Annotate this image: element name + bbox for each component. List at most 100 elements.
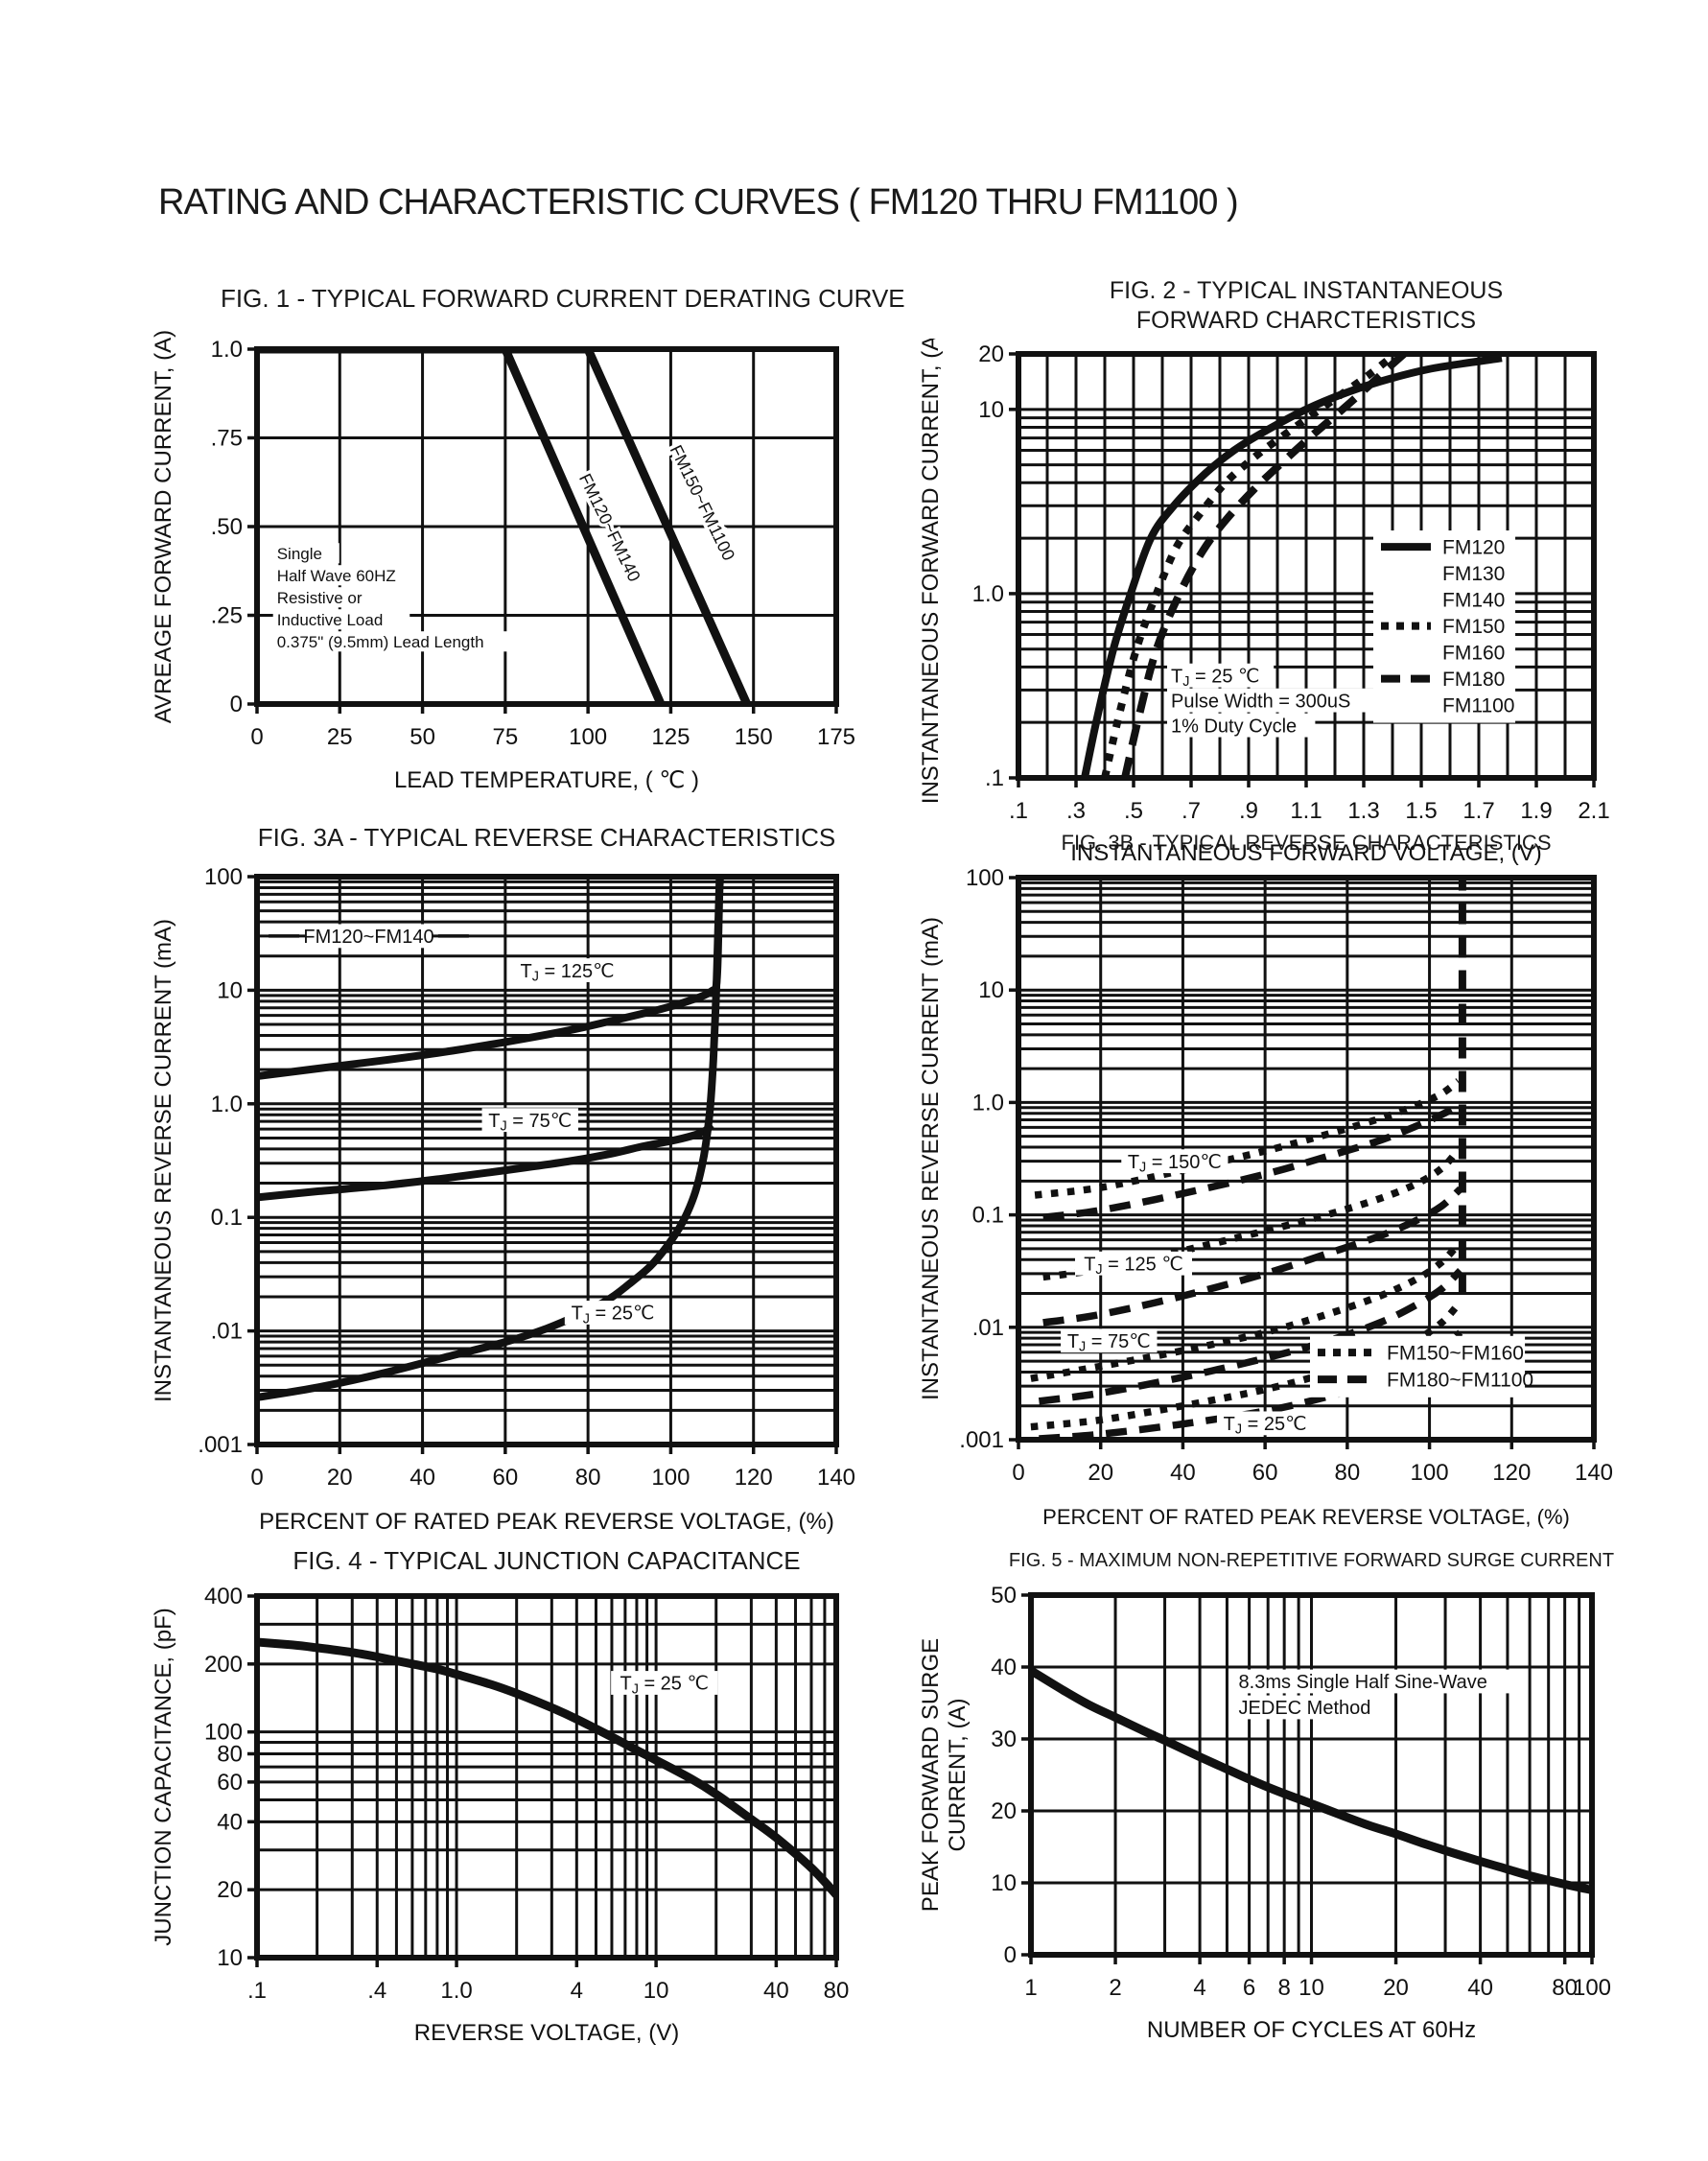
- svg-text:100: 100: [1573, 1975, 1611, 2001]
- svg-text:4: 4: [571, 1978, 583, 2004]
- figure-fig4: FIG. 4 - TYPICAL JUNCTION CAPACITANCE TJ…: [144, 1546, 873, 2055]
- svg-text:140: 140: [1575, 1460, 1613, 1486]
- svg-text:1.5: 1.5: [1405, 798, 1437, 824]
- fig1-y-axis-label: AVREAGE FORWARD CURRENT, (A): [151, 330, 176, 723]
- figure-fig5: FIG. 5 - MAXIMUM NON-REPETITIVE FORWARD …: [911, 1549, 1621, 2053]
- svg-text:50: 50: [991, 1583, 1017, 1609]
- fig1-tick-labels: 0 25 50 75 100 125 150 175 0 .25 .50 .75 1.0: [211, 337, 855, 750]
- fig5-series: [1031, 1667, 1592, 1895]
- fig5-y-axis-label: PEAK FORWARD SURGE: [918, 1638, 944, 1912]
- svg-text:TJ = 75℃: TJ = 75℃: [488, 1111, 572, 1135]
- svg-text:80: 80: [1335, 1460, 1361, 1486]
- fig3b-curve-150C-dotted: [1034, 1077, 1461, 1199]
- fig3a-annotation: FM120~FM140: [269, 924, 469, 949]
- fig1-grid: [247, 346, 838, 714]
- fig4-curve-junction-capacitance: [257, 1637, 836, 1898]
- legend-label: FM180~FM1100: [1387, 1370, 1533, 1392]
- fig3a-curve-TJ-25C: [257, 879, 724, 1401]
- svg-text:20: 20: [217, 1877, 243, 1903]
- legend-label: FM160: [1442, 643, 1505, 665]
- svg-text:.001: .001: [959, 1427, 1004, 1453]
- fig2-title: FIG. 2 - TYPICAL INSTANTANEOUS FORWARD CH…: [1109, 277, 1504, 334]
- fig3a-title: FIG. 3A - TYPICAL REVERSE CHARACTERISTIC…: [257, 823, 836, 852]
- svg-text:1.0: 1.0: [211, 1092, 243, 1117]
- svg-text:20: 20: [1383, 1975, 1409, 2001]
- fig3a-tick-labels: 0 20 40 60 80 100 120 140 100 10 1.0 0.1 .01 .001: [198, 864, 855, 1491]
- fig3a-annotation: TJ = 75℃: [481, 1108, 578, 1135]
- svg-text:100: 100: [651, 1465, 690, 1491]
- svg-text:200: 200: [204, 1652, 243, 1678]
- svg-text:80: 80: [217, 1741, 243, 1767]
- svg-text:8: 8: [1277, 1975, 1290, 2001]
- fig3b-x-axis-label: PERCENT OF RATED PEAK REVERSE VOLTAGE, (…: [1042, 1505, 1570, 1529]
- svg-text:.1: .1: [985, 765, 1004, 791]
- svg-text:Resistive or: Resistive or: [277, 589, 363, 607]
- figure-fig1: FIG. 1 - TYPICAL FORWARD CURRENT DERATIN…: [144, 284, 905, 803]
- fig2-legend: FM120 FM130 FM140 FM150 FM160 FM180 FM1100: [1373, 530, 1516, 723]
- svg-text:TJ = 25 ℃: TJ = 25 ℃: [620, 1673, 708, 1697]
- fig2-curve-FM150-FM160: [1101, 354, 1398, 778]
- fig2-curve-FM120-FM140: [1081, 354, 1503, 778]
- svg-text:.001: .001: [198, 1432, 243, 1458]
- fig2-frame: [1016, 351, 1597, 781]
- fig1-curve-FM120~FM140: [257, 348, 666, 704]
- svg-text:TJ = 75℃: TJ = 75℃: [1067, 1331, 1151, 1355]
- svg-text:1.0: 1.0: [211, 337, 243, 363]
- svg-text:10: 10: [978, 977, 1004, 1003]
- svg-text:Single: Single: [277, 545, 322, 563]
- fig2-x-axis-label: INSTANTANEOUS FORWARD VOLTAGE, (V): [1070, 840, 1542, 866]
- svg-text:8.3ms Single Half Sine-Wave: 8.3ms Single Half Sine-Wave: [1239, 1673, 1487, 1694]
- fig3a-y-axis-label: INSTANTANEOUS REVERSE CURRENT (mA): [151, 919, 176, 1402]
- svg-text:.01: .01: [972, 1315, 1004, 1341]
- legend-label: FM1100: [1442, 695, 1514, 717]
- fig3b-annotation: TJ = 75℃: [1061, 1328, 1158, 1355]
- fig5-annotation: 8.3ms Single Half Sine-Wave JEDEC Method: [1234, 1669, 1529, 1720]
- svg-text:TJ = 25℃: TJ = 25℃: [572, 1303, 655, 1327]
- fig3a-annotation: TJ = 25℃: [564, 1300, 662, 1327]
- fig2-y-axis-label: INSTANTANEOUS FORWARD CURRENT, (A): [918, 339, 944, 804]
- svg-text:25: 25: [327, 724, 353, 750]
- fig2-curve-FM180-FM1100: [1121, 354, 1407, 778]
- svg-text:1.3: 1.3: [1347, 798, 1379, 824]
- fig3a-curve-TJ-75C: [257, 1121, 715, 1202]
- svg-text:40: 40: [763, 1978, 789, 2004]
- fig3b-y-axis-label: INSTANTANEOUS REVERSE CURRENT (mA): [918, 917, 944, 1400]
- svg-text:100: 100: [204, 864, 243, 890]
- svg-text:0: 0: [1004, 1942, 1017, 1968]
- svg-text:10: 10: [217, 977, 243, 1003]
- svg-text:0: 0: [1012, 1460, 1024, 1486]
- fig3a-chart: FM120~FM140 TJ = 125℃ TJ = 75℃ TJ = 25℃ 0 20 4…: [151, 864, 855, 1535]
- legend-label: FM120: [1442, 537, 1505, 559]
- svg-text:TJ = 25 ℃: TJ = 25 ℃: [1171, 666, 1259, 690]
- fig4-annotation: TJ = 25 ℃: [611, 1670, 718, 1697]
- svg-text:60: 60: [1252, 1460, 1278, 1486]
- fig2-tick-labels: .1 .3 .5 .7 .9 1.1 1.3 1.5 1.7 1.9 2.1 20 10 1.0 .1: [972, 341, 1610, 824]
- fig5-curve-surge-current: [1031, 1667, 1592, 1895]
- svg-text:1.0: 1.0: [972, 1090, 1004, 1116]
- legend-label: FM150~FM160: [1387, 1343, 1524, 1365]
- svg-text:40: 40: [217, 1809, 243, 1835]
- svg-text:10: 10: [1299, 1975, 1324, 2001]
- svg-text:TJ = 150℃: TJ = 150℃: [1128, 1152, 1222, 1176]
- svg-text:.50: .50: [211, 514, 243, 540]
- svg-text:20: 20: [991, 1798, 1017, 1824]
- fig4-frame: [254, 1592, 839, 1961]
- fig3b-curve-150C-dashed: [1042, 1101, 1462, 1221]
- fig5-grid: [1021, 1593, 1594, 1965]
- legend-label: FM150: [1442, 616, 1505, 638]
- svg-text:0: 0: [230, 692, 243, 717]
- fig3b-annotation: TJ = 125 ℃: [1075, 1251, 1192, 1278]
- svg-text:TJ = 25℃: TJ = 25℃: [1224, 1414, 1307, 1438]
- fig4-series: [257, 1637, 836, 1898]
- svg-text:Half Wave 60HZ: Half Wave 60HZ: [277, 567, 396, 585]
- svg-text:60: 60: [493, 1465, 519, 1491]
- svg-text:100: 100: [569, 724, 607, 750]
- svg-text:TJ = 125℃: TJ = 125℃: [521, 960, 615, 984]
- svg-text:.25: .25: [211, 602, 243, 628]
- fig3a-curve-TJ-125C: [257, 879, 724, 1080]
- svg-text:60: 60: [217, 1770, 243, 1796]
- svg-text:1.0: 1.0: [972, 581, 1004, 607]
